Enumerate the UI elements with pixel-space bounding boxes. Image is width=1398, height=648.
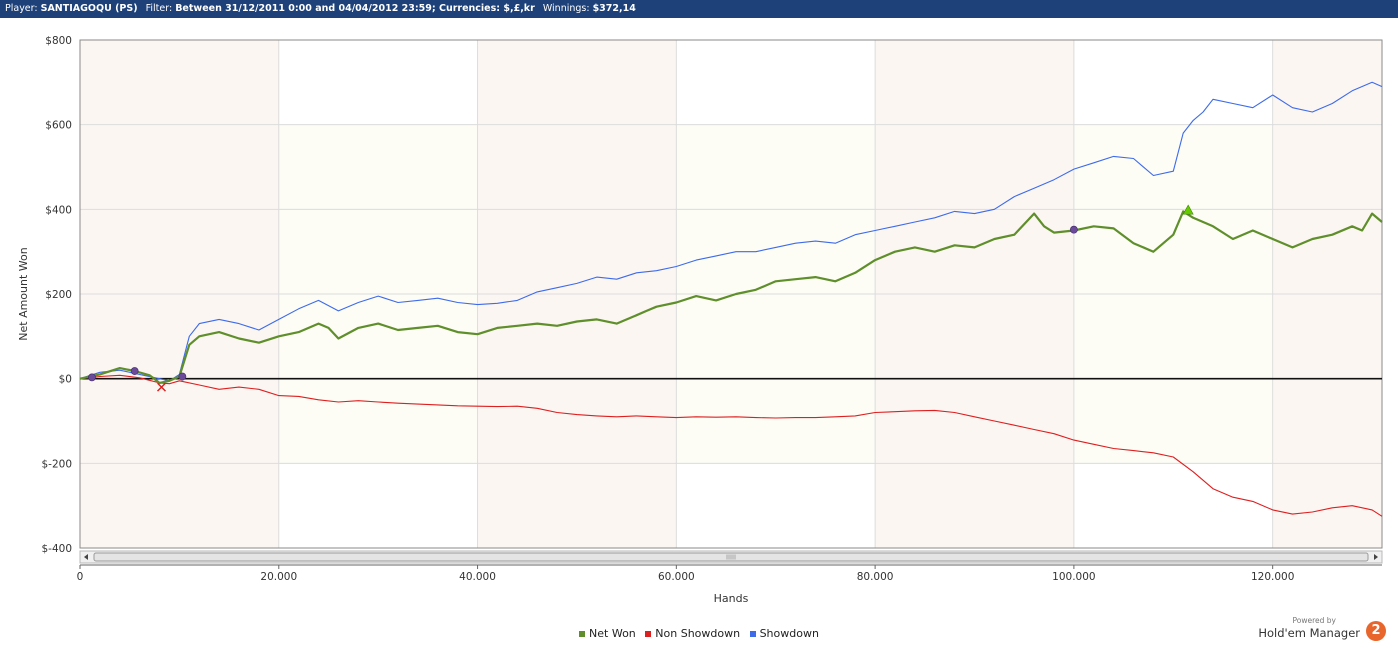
session-marker[interactable] xyxy=(130,367,139,375)
scroll-left-icon[interactable] xyxy=(84,554,88,560)
plot-border xyxy=(79,39,1383,549)
legend-swatch-non-showdown xyxy=(645,631,652,637)
y-tick-label: $0 xyxy=(59,374,72,386)
legend-label-showdown: Showdown xyxy=(759,627,819,640)
legend-item-showdown[interactable]: Showdown xyxy=(749,627,819,640)
series-line-showdown xyxy=(79,81,1383,382)
x-tick-label: 60.000 xyxy=(658,571,695,583)
x-tick-label: 120.000 xyxy=(1251,571,1294,583)
x-tick-label: 100.000 xyxy=(1052,571,1095,583)
y-tick-label: $-200 xyxy=(41,458,72,470)
winnings-value: $372,14 xyxy=(592,3,636,14)
winnings-label: Winnings: xyxy=(542,3,590,14)
powered-by-logo: Powered by Hold'em Manager 2 xyxy=(1246,616,1386,644)
session-marker[interactable] xyxy=(1069,225,1078,234)
y-tick-label: $800 xyxy=(45,35,72,47)
y-tick-label: $600 xyxy=(45,120,72,132)
series-line-non-showdown xyxy=(79,374,1383,517)
x-tick-label: 80.000 xyxy=(857,571,894,583)
legend-item-non-showdown[interactable]: Non Showdown xyxy=(645,627,740,640)
x-tick-label: 40.000 xyxy=(459,571,496,583)
filter-label: Filter: xyxy=(145,3,173,14)
y-tick-label: $400 xyxy=(45,204,72,216)
legend-item-net-won[interactable]: Net Won xyxy=(579,627,636,640)
session-marker[interactable] xyxy=(88,373,96,382)
filter-value: Between 31/12/2011 0:00 and 04/04/2012 2… xyxy=(175,3,535,14)
low-point-marker[interactable] xyxy=(156,382,167,392)
y-tick-label: $-400 xyxy=(41,543,72,555)
scroll-right-icon[interactable] xyxy=(1374,554,1378,560)
report-header: Player: SANTIAGOQU (PS) Filter: Between 31… xyxy=(0,0,1398,18)
player-label: Player: xyxy=(5,3,38,14)
high-point-marker[interactable] xyxy=(1182,204,1194,215)
y-tick-label: $200 xyxy=(45,289,72,301)
legend-swatch-showdown xyxy=(749,631,756,637)
winnings-graph: $-400 $-200 $0 $200 $400 $600 $800 0 20.000 40.00… xyxy=(17,35,1383,605)
x-tick-label: 20.000 xyxy=(260,571,297,583)
legend-label-net-won: Net Won xyxy=(589,627,636,640)
session-marker[interactable] xyxy=(178,372,187,381)
legend-label-non-showdown: Non Showdown xyxy=(655,627,741,640)
legend-swatch-net-won xyxy=(579,631,586,637)
y-axis-title: Net Amount Won xyxy=(17,247,30,340)
x-tick-label: 0 xyxy=(77,571,84,583)
player-value: SANTIAGOQU (PS) xyxy=(40,3,138,14)
series-line-net-won xyxy=(79,210,1383,384)
powered-by-text: Powered by xyxy=(1292,616,1336,625)
chart-legend: Net Won Non Showdown Showdown xyxy=(0,627,1398,640)
brand-name: Hold'em Manager xyxy=(1258,626,1360,640)
hm2-badge-icon: 2 xyxy=(1366,621,1386,641)
x-axis-title: Hands xyxy=(714,592,749,605)
